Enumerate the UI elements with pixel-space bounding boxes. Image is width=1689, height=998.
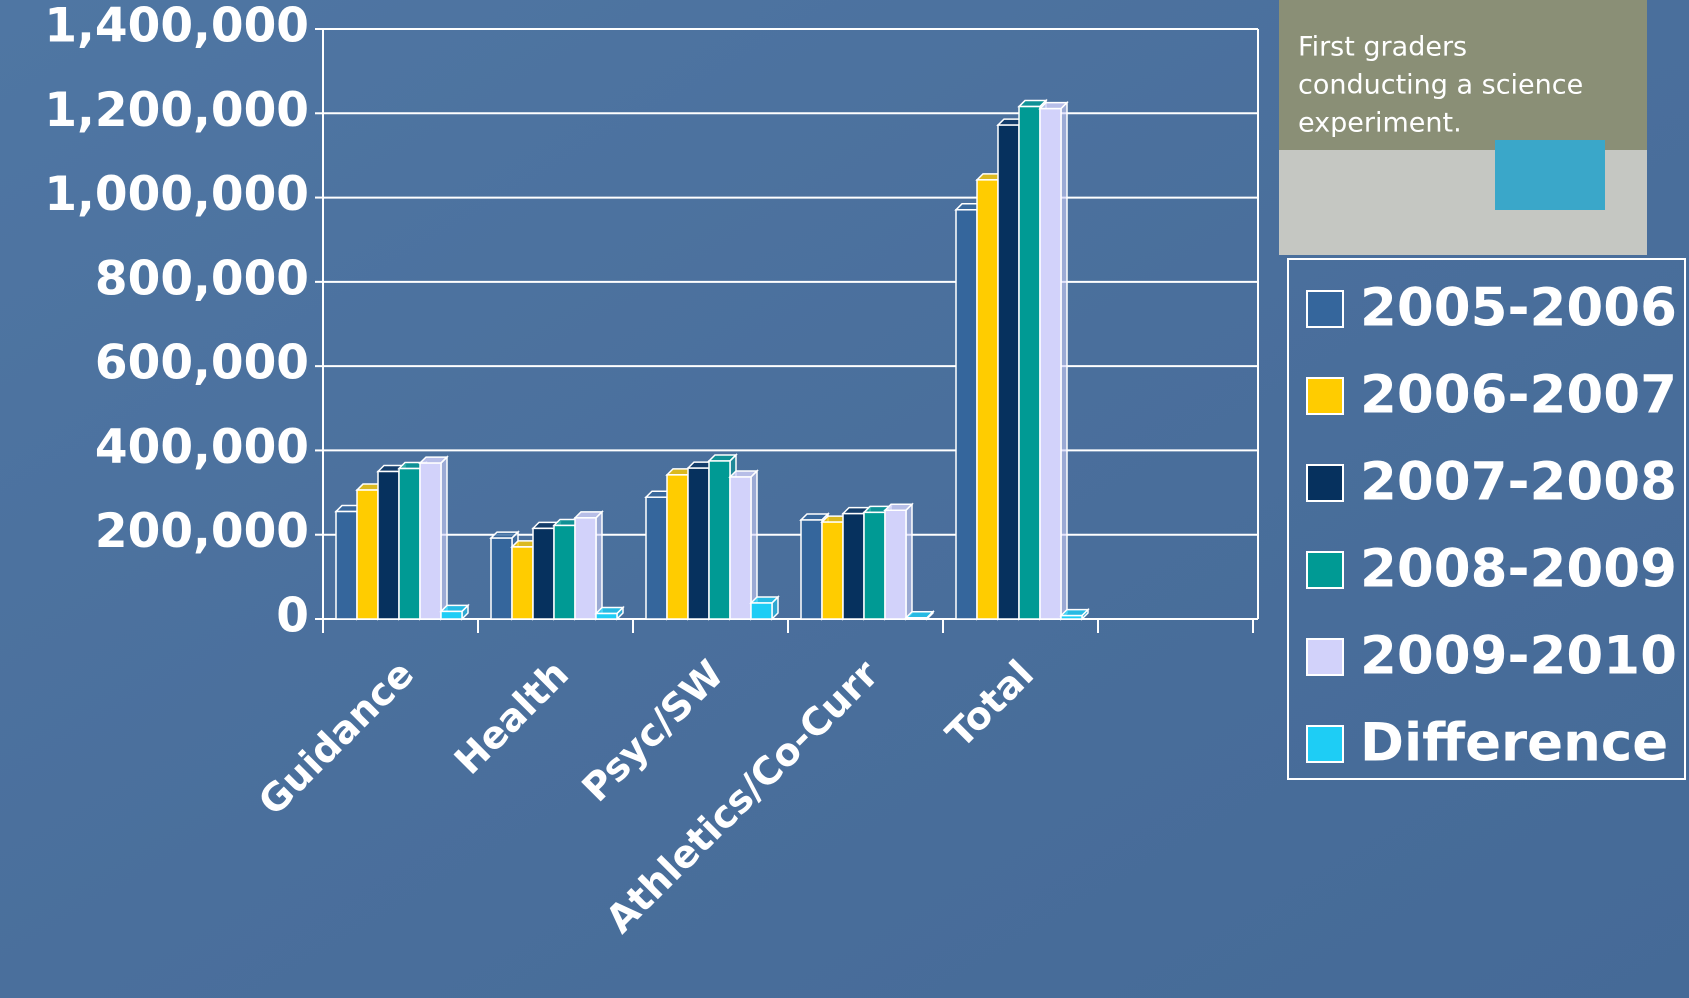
- legend-swatch: [1306, 551, 1344, 589]
- bar: [419, 462, 442, 620]
- bar: [335, 510, 358, 620]
- legend-label: 2007-2008: [1360, 452, 1677, 513]
- bar-side: [1060, 100, 1068, 621]
- bar: [511, 546, 534, 620]
- bar-side: [905, 502, 913, 621]
- y-tick-label: 800,000: [95, 251, 309, 306]
- photo-caption: First graders: [1298, 32, 1467, 63]
- bar: [905, 616, 928, 620]
- photo-caption: conducting a science: [1298, 70, 1583, 101]
- y-tick-label: 200,000: [95, 504, 309, 559]
- bar: [687, 467, 710, 620]
- bar: [398, 467, 421, 620]
- photo-caption: experiment.: [1298, 108, 1462, 139]
- legend-swatch: [1306, 464, 1344, 502]
- bar-side: [750, 469, 758, 621]
- bar: [1039, 107, 1062, 620]
- legend-swatch: [1306, 290, 1344, 328]
- legend-label: Difference: [1360, 713, 1668, 774]
- legend-swatch: [1306, 638, 1344, 676]
- legend-label: 2008-2009: [1360, 539, 1677, 600]
- bar: [490, 537, 513, 620]
- bar: [884, 509, 907, 620]
- bar: [821, 521, 844, 620]
- photo-tub: [1495, 140, 1605, 210]
- y-tick-label: 1,000,000: [44, 167, 309, 222]
- bar: [574, 517, 597, 620]
- y-tick-label: 400,000: [95, 420, 309, 475]
- legend-label: 2006-2007: [1360, 365, 1677, 426]
- bar: [553, 524, 576, 620]
- bar: [1060, 614, 1083, 620]
- bar: [955, 209, 978, 620]
- bar: [800, 519, 823, 620]
- bar: [997, 124, 1020, 620]
- bar: [595, 612, 618, 620]
- legend-box: [1287, 258, 1686, 780]
- bar: [377, 470, 400, 620]
- y-tick-label: 1,200,000: [44, 83, 309, 138]
- y-tick-label: 600,000: [95, 336, 309, 391]
- bar: [356, 489, 379, 620]
- bar: [842, 512, 865, 620]
- bar: [440, 610, 463, 620]
- legend-label: 2005-2006: [1360, 278, 1677, 339]
- y-tick-label: 0: [276, 589, 309, 644]
- bar: [729, 476, 752, 620]
- bar: [863, 511, 886, 620]
- bar-side: [595, 510, 603, 621]
- legend-swatch: [1306, 725, 1344, 763]
- bar: [666, 474, 689, 620]
- legend-label: 2009-2010: [1360, 626, 1677, 687]
- y-tick-label: 1,400,000: [44, 0, 309, 54]
- bar-side: [440, 455, 448, 621]
- bar: [532, 527, 555, 620]
- bar: [976, 179, 999, 620]
- bar: [645, 496, 668, 620]
- bar: [750, 602, 773, 620]
- bar: [708, 460, 731, 620]
- bar: [1018, 105, 1041, 620]
- photo: First graders conducting a science exper…: [1279, 0, 1647, 255]
- legend-swatch: [1306, 377, 1344, 415]
